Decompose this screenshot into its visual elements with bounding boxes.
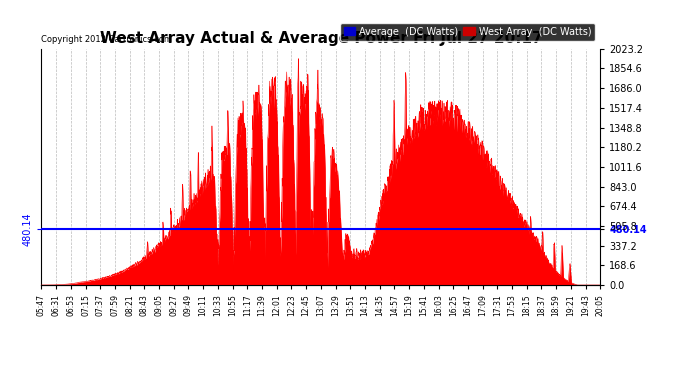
Text: Copyright 2012 Cartronics.com: Copyright 2012 Cartronics.com	[41, 35, 172, 44]
Title: West Array Actual & Average Power Fri Jul 27 20:17: West Array Actual & Average Power Fri Ju…	[99, 31, 542, 46]
Legend: Average  (DC Watts), West Array  (DC Watts): Average (DC Watts), West Array (DC Watts…	[340, 23, 595, 40]
